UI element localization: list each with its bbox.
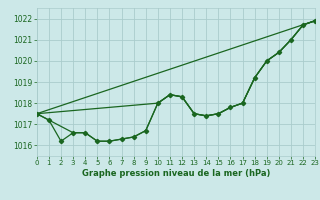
X-axis label: Graphe pression niveau de la mer (hPa): Graphe pression niveau de la mer (hPa) bbox=[82, 169, 270, 178]
